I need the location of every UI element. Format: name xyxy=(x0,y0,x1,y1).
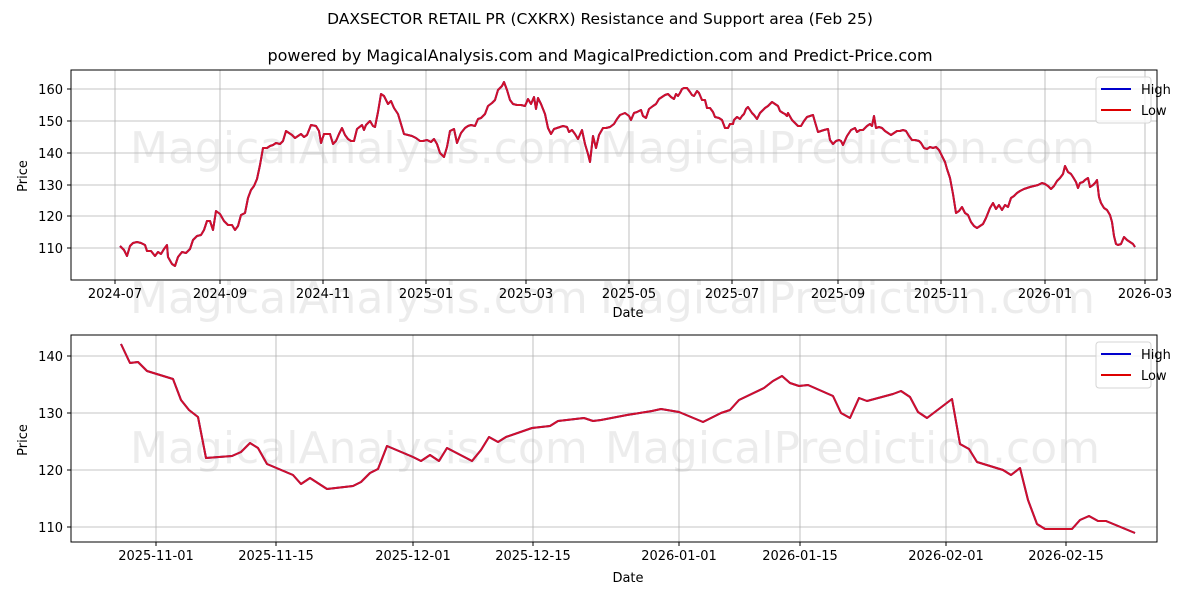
legend-high-label: High xyxy=(1141,83,1171,98)
watermark-mid-right: MagicalPrediction.com xyxy=(600,273,1095,324)
top-y-tick: 130 xyxy=(38,179,63,194)
top-x-tick: 2025-05 xyxy=(602,287,656,302)
top-y-tick: 120 xyxy=(38,210,63,225)
bottom-y-axis-label: Price xyxy=(16,424,31,456)
top-x-tick: 2025-07 xyxy=(705,287,759,302)
bottom-x-tick: 2026-01-15 xyxy=(762,549,838,564)
top-x-tick: 2024-07 xyxy=(88,287,142,302)
top-grid xyxy=(71,70,1157,280)
bottom-x-tick: 2026-02-01 xyxy=(908,549,984,564)
top-y-tick: 150 xyxy=(38,115,63,130)
top-x-tick: 2026-03 xyxy=(1118,287,1172,302)
bottom-legend: High Low xyxy=(1095,341,1171,389)
top-y-axis-label: Price xyxy=(16,160,31,192)
top-x-tick: 2025-11 xyxy=(914,287,968,302)
top-y-tick: 110 xyxy=(38,242,63,257)
bottom-ticks xyxy=(67,355,1067,546)
top-ticks xyxy=(67,88,1146,284)
bottom-y-tick: 120 xyxy=(38,464,63,479)
top-low-line xyxy=(119,81,1136,267)
top-x-axis-label: Date xyxy=(612,306,643,321)
top-x-tick: 2025-03 xyxy=(499,287,553,302)
bottom-grid xyxy=(71,335,1157,542)
watermark-top-left: MagicalAnalysis.com xyxy=(130,123,588,174)
watermark-bottom-left: MagicalAnalysis.com xyxy=(130,423,588,474)
bottom-x-tick: 2025-12-01 xyxy=(375,549,451,564)
top-x-tick: 2025-01 xyxy=(399,287,453,302)
bottom-y-tick-labels: 110 120 130 140 xyxy=(38,350,63,536)
watermark-bottom-right: MagicalPrediction.com xyxy=(605,423,1100,474)
top-x-tick-labels: 2024-07 2024-09 2024-11 2025-01 2025-03 … xyxy=(88,287,1172,302)
watermark-mid-left: MagicalAnalysis.com xyxy=(130,273,588,324)
top-y-tick: 160 xyxy=(38,83,63,98)
top-axes-frame xyxy=(70,69,1158,281)
bottom-x-tick: 2025-11-01 xyxy=(118,549,194,564)
bottom-y-tick: 110 xyxy=(38,521,63,536)
bottom-x-tick-labels: 2025-11-01 2025-11-15 2025-12-01 2025-12… xyxy=(118,549,1104,564)
top-high-line xyxy=(119,81,1136,267)
legend-low-label: Low xyxy=(1141,369,1167,384)
bottom-y-tick: 130 xyxy=(38,407,63,422)
chart-title: DAXSECTOR RETAIL PR (CXKRX) Resistance a… xyxy=(327,10,873,28)
bottom-chart: MagicalAnalysis.com MagicalPrediction.co… xyxy=(16,334,1171,586)
top-y-tick-labels: 110 120 130 140 150 160 xyxy=(38,83,63,257)
bottom-x-tick: 2025-12-15 xyxy=(495,549,571,564)
chart-subtitle: powered by MagicalAnalysis.com and Magic… xyxy=(267,46,933,65)
bottom-x-tick: 2025-11-15 xyxy=(238,549,314,564)
bottom-axes-frame xyxy=(70,334,1158,543)
bottom-x-tick: 2026-02-15 xyxy=(1028,549,1104,564)
top-legend: High Low xyxy=(1095,76,1171,124)
top-x-tick: 2024-11 xyxy=(296,287,350,302)
top-x-tick: 2025-09 xyxy=(811,287,865,302)
bottom-x-tick: 2026-01-01 xyxy=(641,549,717,564)
top-chart: MagicalAnalysis.com MagicalPrediction.co… xyxy=(16,69,1172,324)
top-x-tick: 2024-09 xyxy=(193,287,247,302)
top-y-tick: 140 xyxy=(38,147,63,162)
legend-low-label: Low xyxy=(1141,104,1167,119)
legend-high-label: High xyxy=(1141,348,1171,363)
bottom-low-line xyxy=(120,343,1136,534)
top-x-tick: 2026-01 xyxy=(1018,287,1072,302)
bottom-y-tick: 140 xyxy=(38,350,63,365)
bottom-x-axis-label: Date xyxy=(612,571,643,586)
watermark-top-right: MagicalPrediction.com xyxy=(600,123,1095,174)
